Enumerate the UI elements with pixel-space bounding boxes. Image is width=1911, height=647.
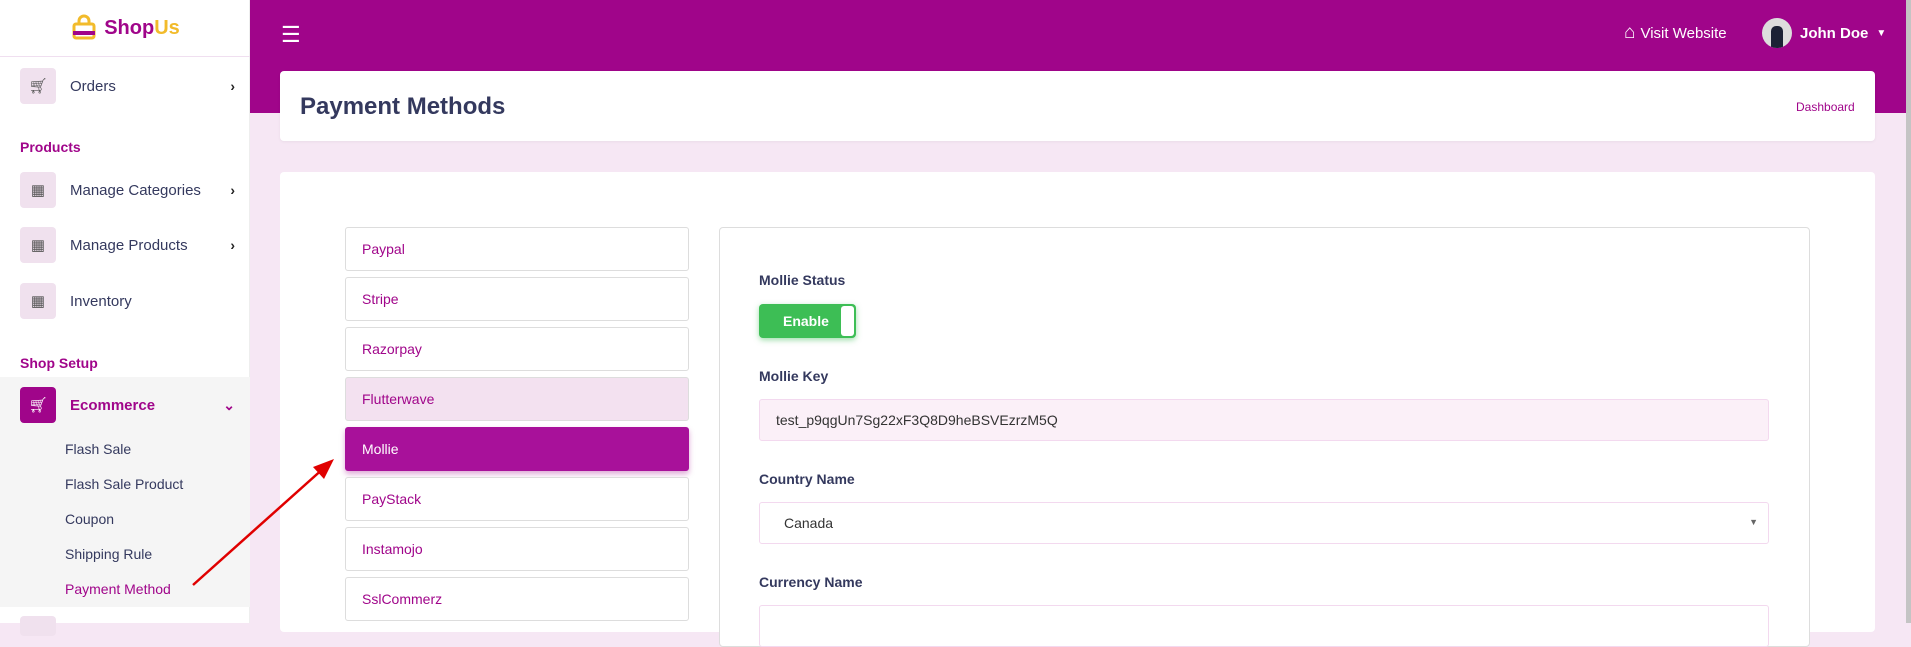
key-label: Mollie Key (759, 368, 829, 384)
payment-method-paypal[interactable]: Paypal (345, 227, 689, 271)
mollie-key-input[interactable]: test_p9qgUn7Sg22xF3Q8D9heBSVEzrzM5Q (759, 399, 1769, 441)
shopping-bag-icon (72, 14, 96, 40)
user-menu[interactable]: John Doe ▼ (1762, 18, 1886, 48)
sidebar-subitem-flash-sale[interactable]: Flash Sale (65, 441, 132, 457)
logo-text-us: Us (154, 16, 180, 39)
sidebar-item-label: Manage Products (70, 236, 188, 254)
user-name: John Doe (1800, 24, 1869, 42)
visit-website-link[interactable]: ⌂ Visit Website (1624, 22, 1727, 44)
breadcrumb-dashboard[interactable]: Dashboard (1796, 100, 1855, 114)
country-select[interactable]: Canada ▼ (759, 502, 1769, 544)
toggle-label: Enable (783, 313, 829, 329)
home-icon: ⌂ (1624, 22, 1636, 43)
cart-icon: 🛒︎ (20, 68, 56, 104)
chevron-right-icon: › (230, 237, 235, 253)
status-label: Mollie Status (759, 272, 846, 288)
sidebar-item-icon[interactable] (20, 616, 56, 636)
section-heading-products: Products (20, 139, 81, 155)
page-title: Payment Methods (300, 93, 506, 120)
sidebar-item-ecommerce[interactable]: 🛒︎ Ecommerce ⌄ (20, 387, 235, 423)
hamburger-menu-icon[interactable]: ☰ (281, 22, 301, 47)
payment-method-stripe[interactable]: Stripe (345, 277, 689, 321)
avatar (1762, 18, 1792, 48)
payment-method-instamojo[interactable]: Instamojo (345, 527, 689, 571)
sidebar-item-label: Ecommerce (70, 396, 156, 414)
chevron-right-icon: › (230, 182, 235, 198)
cart-icon: 🛒︎ (20, 387, 56, 423)
sidebar-item-label: Orders (70, 77, 116, 95)
scrollbar[interactable] (1906, 0, 1911, 623)
grid-icon: ▦ (20, 172, 56, 208)
country-label: Country Name (759, 471, 855, 487)
sidebar-subitem-shipping-rule[interactable]: Shipping Rule (65, 546, 153, 562)
currency-label: Currency Name (759, 574, 863, 590)
sidebar-item-orders[interactable]: 🛒︎ Orders › (20, 68, 235, 104)
grid-icon: ▦ (20, 283, 56, 319)
caret-down-icon: ▼ (1876, 27, 1887, 39)
payment-method-razorpay[interactable]: Razorpay (345, 327, 689, 371)
sidebar-item-label: Manage Categories (70, 181, 201, 199)
status-toggle[interactable]: Enable (759, 304, 856, 338)
logo-text-shop: Shop (104, 16, 155, 39)
chevron-right-icon: › (230, 78, 235, 94)
section-heading-shop-setup: Shop Setup (20, 355, 98, 371)
payment-method-mollie[interactable]: Mollie (345, 427, 689, 471)
sidebar-item-manage-products[interactable]: ▦ Manage Products › (20, 227, 235, 263)
sidebar-item-manage-categories[interactable]: ▦ Manage Categories › (20, 172, 235, 208)
page-header-card: Payment Methods Dashboard (280, 71, 1875, 141)
currency-select[interactable] (759, 605, 1769, 647)
sidebar-subitem-payment-method[interactable]: Payment Method (65, 581, 171, 597)
sidebar-item-label: Inventory (70, 292, 132, 310)
caret-down-icon: ▼ (1749, 517, 1758, 527)
sidebar: ShopUs 🛒︎ Orders › Products ▦ Manage Catego… (0, 0, 250, 636)
country-selected-value: Canada (784, 515, 834, 531)
sidebar-subitem-coupon[interactable]: Coupon (65, 511, 115, 527)
payment-method-flutterwave[interactable]: Flutterwave (345, 377, 689, 421)
chevron-down-icon: ⌄ (223, 396, 235, 413)
toggle-handle (841, 306, 854, 336)
sidebar-subitem-flash-sale-product[interactable]: Flash Sale Product (65, 476, 184, 492)
sidebar-item-inventory[interactable]: ▦ Inventory (20, 283, 235, 319)
visit-website-label: Visit Website (1640, 24, 1727, 42)
payment-method-paystack[interactable]: PayStack (345, 477, 689, 521)
payment-method-sslcommerz[interactable]: SslCommerz (345, 577, 689, 621)
grid-icon: ▦ (20, 227, 56, 263)
logo[interactable]: ShopUs (0, 0, 250, 57)
